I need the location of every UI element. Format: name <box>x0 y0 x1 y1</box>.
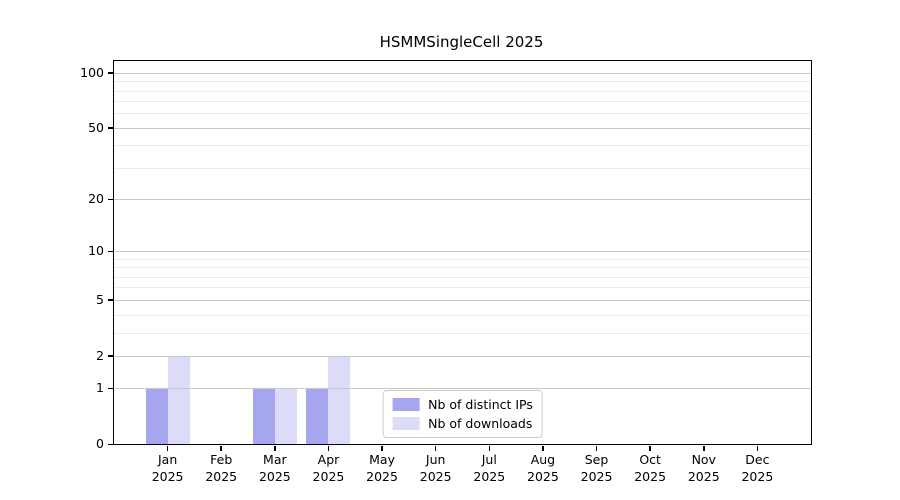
y-tick-0 <box>107 443 113 445</box>
y-tick-label-1: 1 <box>96 380 104 396</box>
gridline-minor-60 <box>114 113 811 115</box>
gridline-minor-40 <box>114 145 811 147</box>
bar-distinct-ips-mar <box>252 388 275 444</box>
legend: Nb of distinct IPs Nb of downloads <box>382 390 543 438</box>
y-tick-label-100: 100 <box>80 64 104 80</box>
gridline-minor-90 <box>114 81 811 83</box>
x-tick-sep <box>595 445 598 451</box>
y-tick-2 <box>107 355 113 357</box>
y-tick-label-10: 10 <box>88 243 104 259</box>
legend-item-downloads: Nb of downloads <box>392 416 533 431</box>
gridline-minor-9 <box>114 258 811 260</box>
y-tick-100 <box>107 72 113 74</box>
y-tick-label-5: 5 <box>96 291 104 307</box>
gridline-major-2 <box>114 355 811 357</box>
x-tick-oct <box>649 445 651 451</box>
gridline-major-5 <box>114 299 811 301</box>
x-tick-label-apr: Apr 2025 <box>312 452 345 484</box>
bar-downloads-apr <box>328 355 351 444</box>
x-tick-label-may: May 2025 <box>366 452 398 484</box>
x-tick-jul <box>488 445 491 451</box>
y-tick-50 <box>107 127 113 129</box>
y-tick-label-0: 0 <box>96 436 104 451</box>
legend-label-downloads: Nb of downloads <box>428 416 533 431</box>
gridline-minor-80 <box>114 90 811 92</box>
legend-item-distinct-ips: Nb of distinct IPs <box>392 397 533 412</box>
plot-area: Nb of distinct IPs Nb of downloads 0 1 2 5 1… <box>80 60 812 484</box>
gridline-minor-8 <box>114 267 811 269</box>
legend-swatch-distinct-ips <box>392 398 420 411</box>
bar-distinct-ips-apr <box>306 388 329 444</box>
x-tick-may <box>381 445 383 451</box>
gridline-major-20 <box>114 199 811 201</box>
y-tick-label-20: 20 <box>88 191 104 207</box>
gridline-minor-6 <box>114 287 811 289</box>
x-tick-label-mar: Mar 2025 <box>258 452 291 484</box>
x-tick-mar <box>274 445 276 451</box>
y-tick-10 <box>107 250 113 253</box>
x-tick-label-jun: Jun 2025 <box>419 452 452 484</box>
x-tick-label-sep: Sep 2025 <box>580 452 613 484</box>
gridline-minor-4 <box>114 314 811 316</box>
x-tick-jun <box>434 445 437 451</box>
x-tick-jan <box>166 445 169 451</box>
y-tick-label-50: 50 <box>88 119 104 135</box>
x-tick-aug <box>542 445 544 451</box>
x-tick-nov <box>703 445 705 451</box>
gridline-major-100 <box>114 72 811 74</box>
chart-title: HSMMSingleCell 2025 <box>379 33 544 51</box>
x-tick-apr <box>327 445 330 451</box>
y-tick-label-2: 2 <box>96 347 104 363</box>
y-tick-20 <box>107 198 113 201</box>
x-tick-label-oct: Oct 2025 <box>634 452 667 484</box>
gridline-major-10 <box>114 251 811 253</box>
x-tick-label-aug: Aug 2025 <box>527 452 559 484</box>
gridline-major-50 <box>114 127 811 129</box>
x-tick-feb <box>220 445 222 451</box>
legend-label-distinct-ips: Nb of distinct IPs <box>428 397 533 412</box>
y-tick-5 <box>107 299 113 301</box>
gridline-minor-70 <box>114 101 811 103</box>
x-tick-label-jul: Jul 2025 <box>473 452 506 484</box>
x-tick-label-nov: Nov 2025 <box>687 452 720 484</box>
gridline-minor-7 <box>114 276 811 278</box>
gridline-minor-3 <box>114 332 811 334</box>
y-tick-1 <box>107 387 113 390</box>
x-tick-dec <box>756 445 759 451</box>
legend-swatch-downloads <box>392 417 420 430</box>
x-tick-label-feb: Feb 2025 <box>205 452 238 484</box>
gridline-minor-30 <box>114 167 811 169</box>
bar-distinct-ips-jan <box>145 388 168 444</box>
x-tick-label-jan: Jan 2025 <box>151 452 184 484</box>
bar-downloads-jan <box>167 355 190 444</box>
gridline-major-1 <box>114 388 811 390</box>
bar-downloads-mar <box>274 388 297 444</box>
x-tick-label-dec: Dec 2025 <box>741 452 774 484</box>
